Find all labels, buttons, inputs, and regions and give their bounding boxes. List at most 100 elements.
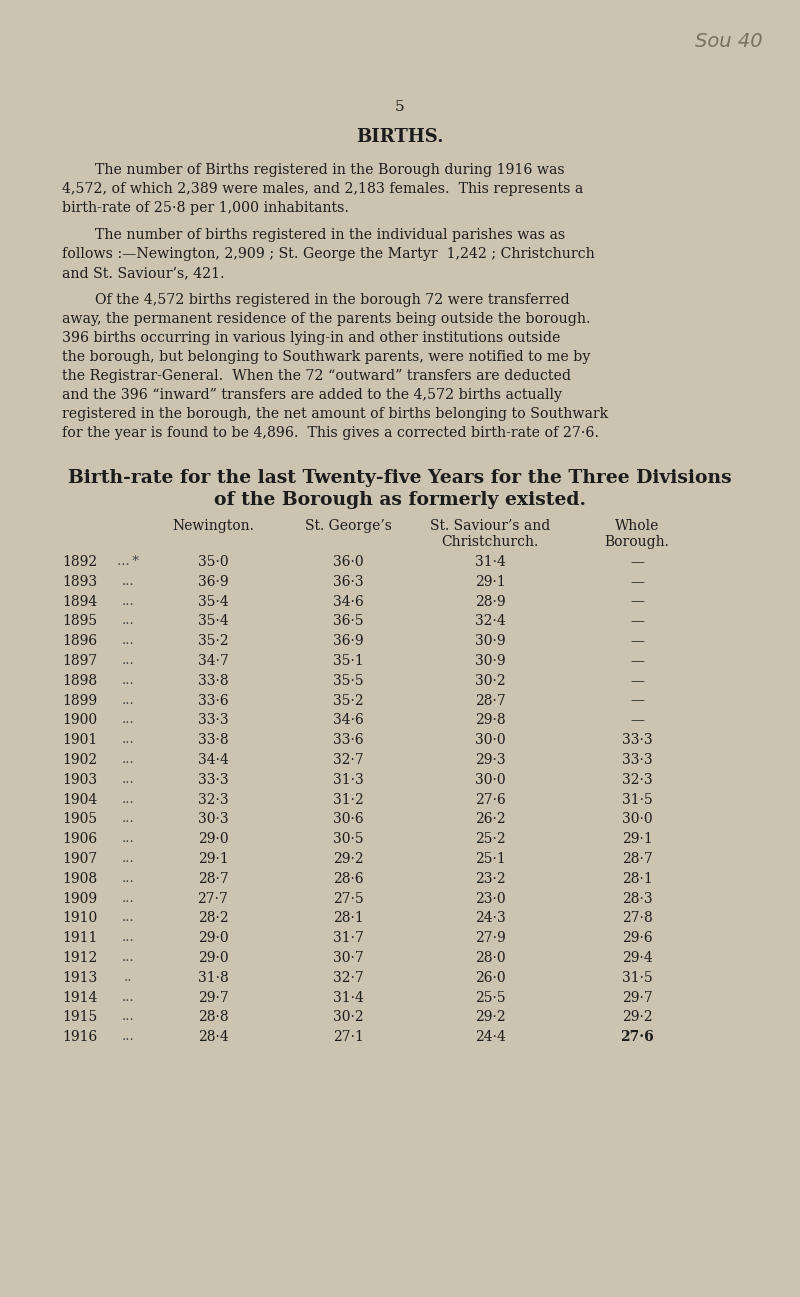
Text: 30·0: 30·0 <box>474 773 506 787</box>
Text: Sou 40: Sou 40 <box>695 32 762 51</box>
Text: 1901: 1901 <box>62 733 98 747</box>
Text: 28·7: 28·7 <box>198 872 228 886</box>
Text: 1902: 1902 <box>62 754 97 767</box>
Text: ...: ... <box>122 951 134 964</box>
Text: 35·4: 35·4 <box>198 615 228 629</box>
Text: 33·6: 33·6 <box>198 694 228 708</box>
Text: 27·9: 27·9 <box>474 931 506 946</box>
Text: 1905: 1905 <box>62 812 97 826</box>
Text: 29·7: 29·7 <box>622 991 652 1005</box>
Text: 28·2: 28·2 <box>198 912 228 925</box>
Text: 33·8: 33·8 <box>198 733 228 747</box>
Text: 29·0: 29·0 <box>198 833 228 846</box>
Text: 32·7: 32·7 <box>333 754 363 767</box>
Text: ...: ... <box>122 615 134 628</box>
Text: ...: ... <box>122 991 134 1004</box>
Text: 32·3: 32·3 <box>622 773 652 787</box>
Text: 1900: 1900 <box>62 713 97 728</box>
Text: 1898: 1898 <box>62 674 97 687</box>
Text: ...: ... <box>122 575 134 588</box>
Text: 30·0: 30·0 <box>474 733 506 747</box>
Text: 1913: 1913 <box>62 970 98 984</box>
Text: 29·2: 29·2 <box>474 1010 506 1025</box>
Text: —: — <box>630 594 644 608</box>
Text: 27·1: 27·1 <box>333 1030 363 1044</box>
Text: ...: ... <box>122 754 134 767</box>
Text: 33·6: 33·6 <box>333 733 363 747</box>
Text: 36·9: 36·9 <box>198 575 228 589</box>
Text: 1914: 1914 <box>62 991 98 1005</box>
Text: 29·1: 29·1 <box>622 833 652 846</box>
Text: 28·7: 28·7 <box>622 852 652 866</box>
Text: 30·2: 30·2 <box>333 1010 363 1025</box>
Text: 33·3: 33·3 <box>198 713 228 728</box>
Text: and the 396 “inward” transfers are added to the 4,572 births actually: and the 396 “inward” transfers are added… <box>62 388 562 402</box>
Text: 34·6: 34·6 <box>333 713 363 728</box>
Text: 31·7: 31·7 <box>333 931 363 946</box>
Text: 1895: 1895 <box>62 615 97 629</box>
Text: 1892: 1892 <box>62 555 97 569</box>
Text: 36·0: 36·0 <box>333 555 363 569</box>
Text: 33·8: 33·8 <box>198 674 228 687</box>
Text: ... *: ... * <box>117 555 139 568</box>
Text: 29·7: 29·7 <box>198 991 228 1005</box>
Text: 396 births occurring in various lying-in and other institutions outside: 396 births occurring in various lying-in… <box>62 331 560 345</box>
Text: 1911: 1911 <box>62 931 98 946</box>
Text: —: — <box>630 575 644 589</box>
Text: ..: .. <box>124 970 132 984</box>
Text: 1910: 1910 <box>62 912 98 925</box>
Text: 30·2: 30·2 <box>474 674 506 687</box>
Text: Borough.: Borough. <box>605 534 670 549</box>
Text: 33·3: 33·3 <box>622 733 652 747</box>
Text: 5: 5 <box>395 100 405 114</box>
Text: 29·4: 29·4 <box>622 951 652 965</box>
Text: —: — <box>630 634 644 648</box>
Text: ...: ... <box>122 872 134 885</box>
Text: 35·5: 35·5 <box>333 674 363 687</box>
Text: registered in the borough, the net amount of births belonging to Southwark: registered in the borough, the net amoun… <box>62 407 608 422</box>
Text: ...: ... <box>122 694 134 707</box>
Text: 31·2: 31·2 <box>333 792 363 807</box>
Text: 25·5: 25·5 <box>474 991 506 1005</box>
Text: 24·4: 24·4 <box>474 1030 506 1044</box>
Text: 30·5: 30·5 <box>333 833 363 846</box>
Text: —: — <box>630 615 644 629</box>
Text: The number of births registered in the individual parishes was as: The number of births registered in the i… <box>95 228 565 243</box>
Text: 31·4: 31·4 <box>474 555 506 569</box>
Text: 1908: 1908 <box>62 872 97 886</box>
Text: ...: ... <box>122 912 134 925</box>
Text: 27·8: 27·8 <box>622 912 652 925</box>
Text: 36·3: 36·3 <box>333 575 363 589</box>
Text: 1894: 1894 <box>62 594 98 608</box>
Text: —: — <box>630 713 644 728</box>
Text: 30·6: 30·6 <box>333 812 363 826</box>
Text: ...: ... <box>122 792 134 805</box>
Text: 33·3: 33·3 <box>622 754 652 767</box>
Text: 29·0: 29·0 <box>198 931 228 946</box>
Text: ...: ... <box>122 594 134 607</box>
Text: 1897: 1897 <box>62 654 98 668</box>
Text: 26·0: 26·0 <box>474 970 506 984</box>
Text: —: — <box>630 555 644 569</box>
Text: 28·1: 28·1 <box>622 872 652 886</box>
Text: 35·0: 35·0 <box>198 555 228 569</box>
Text: 34·7: 34·7 <box>198 654 229 668</box>
Text: 27·6: 27·6 <box>620 1030 654 1044</box>
Text: Of the 4,572 births registered in the borough 72 were transferred: Of the 4,572 births registered in the bo… <box>95 293 570 307</box>
Text: follows :—Newington, 2,909 ; St. George the Martyr  1,242 ; Christchurch: follows :—Newington, 2,909 ; St. George … <box>62 246 594 261</box>
Text: 29·8: 29·8 <box>474 713 506 728</box>
Text: 27·7: 27·7 <box>198 891 229 905</box>
Text: 24·3: 24·3 <box>474 912 506 925</box>
Text: 28·4: 28·4 <box>198 1030 228 1044</box>
Text: ...: ... <box>122 634 134 647</box>
Text: and St. Saviour’s, 421.: and St. Saviour’s, 421. <box>62 266 225 280</box>
Text: 33·3: 33·3 <box>198 773 228 787</box>
Text: 32·7: 32·7 <box>333 970 363 984</box>
Text: —: — <box>630 674 644 687</box>
Text: 29·0: 29·0 <box>198 951 228 965</box>
Text: 1899: 1899 <box>62 694 97 708</box>
Text: 31·5: 31·5 <box>622 792 652 807</box>
Text: 30·9: 30·9 <box>474 634 506 648</box>
Text: Christchurch.: Christchurch. <box>442 534 538 549</box>
Text: 23·2: 23·2 <box>474 872 506 886</box>
